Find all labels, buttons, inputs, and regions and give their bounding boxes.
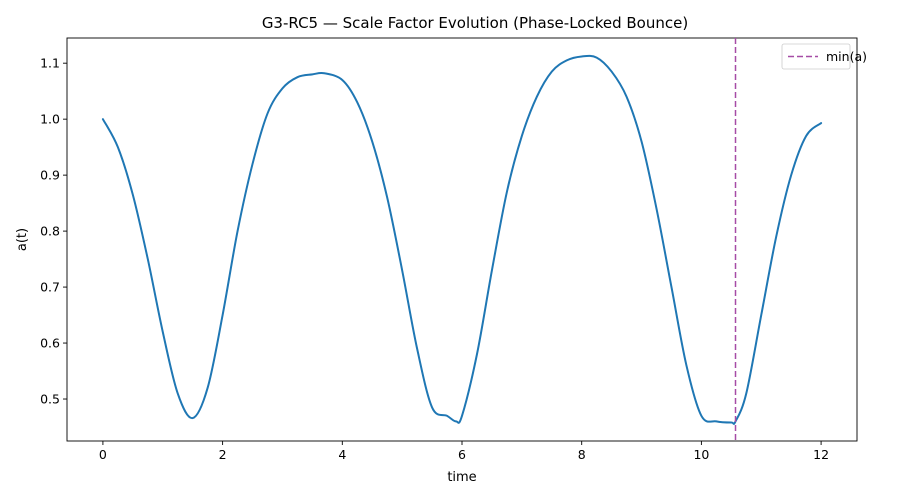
x-axis-ticks: 0 2 4 6 8 10 12 bbox=[99, 441, 829, 462]
y-tick-label: 0.9 bbox=[40, 168, 60, 183]
y-tick-label: 0.6 bbox=[40, 336, 60, 351]
y-tick-label: 0.8 bbox=[40, 224, 60, 239]
y-tick-label: 1.1 bbox=[40, 56, 60, 71]
x-tick-label: 10 bbox=[693, 447, 709, 462]
plot-frame bbox=[66, 37, 858, 442]
y-tick-label: 1.0 bbox=[40, 112, 60, 127]
y-axis-ticks: 0.5 0.6 0.7 0.8 0.9 1.0 1.1 bbox=[40, 56, 67, 407]
x-tick-label: 2 bbox=[219, 447, 227, 462]
series-layer bbox=[101, 54, 823, 425]
y-tick-label: 0.7 bbox=[40, 280, 60, 295]
x-tick-label: 12 bbox=[813, 447, 829, 462]
x-tick-label: 4 bbox=[338, 447, 346, 462]
x-tick-label: 8 bbox=[578, 447, 586, 462]
legend-entry-min-a: min(a) bbox=[826, 49, 867, 64]
y-axis-label: a(t) bbox=[15, 228, 30, 251]
x-axis-label: time bbox=[447, 470, 476, 485]
y-tick-label: 0.5 bbox=[40, 392, 60, 407]
series-line-a-t bbox=[101, 54, 823, 425]
x-tick-label: 0 bbox=[99, 447, 107, 462]
x-tick-label: 6 bbox=[458, 447, 466, 462]
chart-title: G3-RC5 — Scale Factor Evolution (Phase-L… bbox=[262, 14, 688, 32]
legend: min(a) bbox=[781, 43, 867, 70]
